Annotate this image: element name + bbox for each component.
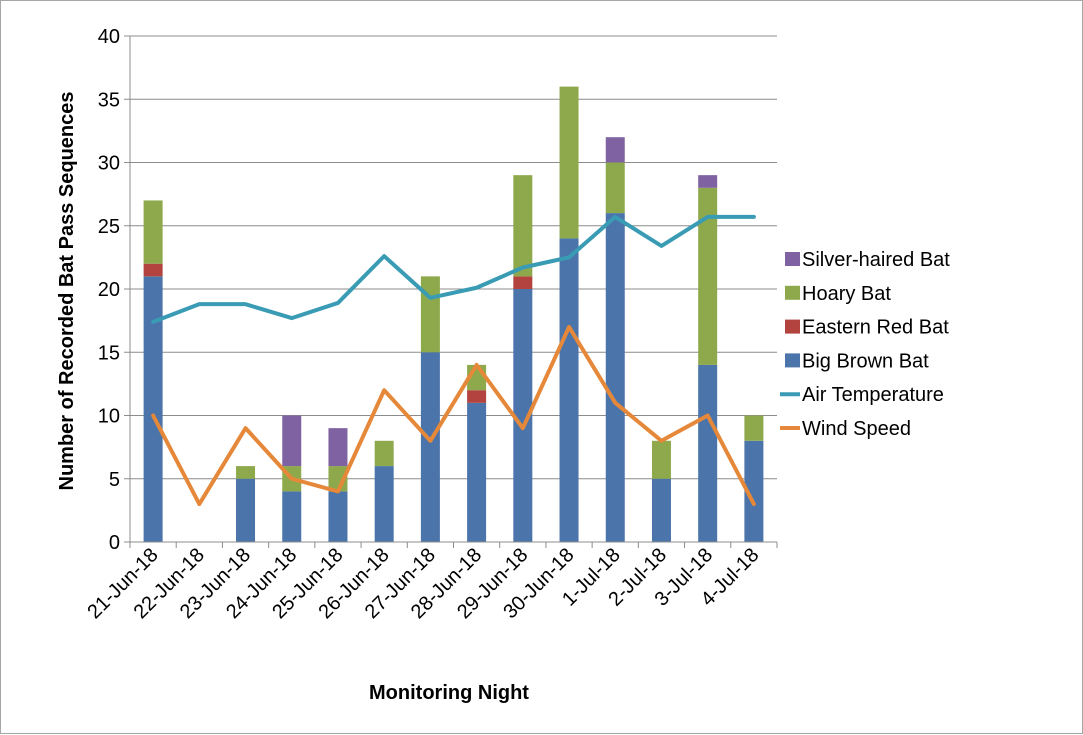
bar-silver-haired-bat-25-Jun-18 <box>328 428 348 467</box>
bar-big-brown-bat-2-Jul-18 <box>651 478 671 542</box>
legend-swatch-silver-haired-bat <box>785 252 800 266</box>
legend: Silver-haired Bat Hoary Bat Eastern Red Ba… <box>780 249 950 440</box>
bar-hoary-bat-3-Jul-18 <box>698 187 718 365</box>
bar-eastern-red-bat-28-Jun-18 <box>467 390 487 403</box>
y-tick-label-35: 35 <box>98 89 120 111</box>
legend-label-big-brown-bat: Big Brown Bat <box>802 350 929 372</box>
legend-label-silver-haired-bat: Silver-haired Bat <box>802 249 950 271</box>
bar-big-brown-bat-28-Jun-18 <box>467 402 487 542</box>
y-tick-label-30: 30 <box>98 153 120 175</box>
bar-big-brown-bat-26-Jun-18 <box>374 466 394 542</box>
y-tick-label-5: 5 <box>109 469 120 491</box>
legend-label-air-temperature: Air Temperature <box>802 384 944 406</box>
bar-hoary-bat-4-Jul-18 <box>744 415 764 441</box>
bar-hoary-bat-21-Jun-18 <box>143 200 163 264</box>
bar-big-brown-bat-24-Jun-18 <box>282 491 302 542</box>
bar-big-brown-bat-25-Jun-18 <box>328 491 348 542</box>
gridlines <box>130 35 777 480</box>
y-tick-label-20: 20 <box>98 279 120 301</box>
legend-label-eastern-red-bat: Eastern Red Bat <box>802 317 949 339</box>
legend-swatch-big-brown-bat <box>785 353 800 368</box>
bar-silver-haired-bat-24-Jun-18 <box>282 415 302 467</box>
bar-big-brown-bat-1-Jul-18 <box>605 213 625 542</box>
bar-big-brown-bat-30-Jun-18 <box>559 238 579 542</box>
bar-hoary-bat-26-Jun-18 <box>374 440 394 467</box>
line-wind-speed <box>151 324 756 507</box>
bar-silver-haired-bat-3-Jul-18 <box>698 175 718 188</box>
legend-label-hoary-bat: Hoary Bat <box>802 283 891 305</box>
bar-big-brown-bat-23-Jun-18 <box>236 478 256 542</box>
axes <box>124 35 778 548</box>
bar-hoary-bat-23-Jun-18 <box>236 466 256 479</box>
bar-big-brown-bat-3-Jul-18 <box>698 364 718 542</box>
y-axis-title: Number of Recorded Bat Pass Sequences <box>56 91 78 490</box>
bar-big-brown-bat-29-Jun-18 <box>513 289 533 542</box>
bar-hoary-bat-29-Jun-18 <box>513 175 533 277</box>
legend-label-wind-speed: Wind Speed <box>802 418 911 440</box>
bar-big-brown-bat-21-Jun-18 <box>143 276 163 542</box>
legend-swatch-hoary-bat <box>785 285 800 300</box>
y-tick-labels: 0 5 10 15 20 25 30 35 40 <box>98 26 120 554</box>
bars <box>143 86 764 542</box>
bar-eastern-red-bat-29-Jun-18 <box>513 276 533 289</box>
line-air-temperature <box>151 214 756 324</box>
x-tick-labels: 21-Jun-1822-Jun-1823-Jun-1824-Jun-1825-J… <box>83 544 763 623</box>
legend-swatch-eastern-red-bat <box>785 319 800 334</box>
y-tick-label-10: 10 <box>98 406 120 428</box>
bar-big-brown-bat-4-Jul-18 <box>744 440 764 542</box>
bar-hoary-bat-27-Jun-18 <box>420 276 440 353</box>
bar-hoary-bat-2-Jul-18 <box>651 440 671 479</box>
y-tick-label-0: 0 <box>109 532 120 554</box>
bar-silver-haired-bat-1-Jul-18 <box>605 137 625 163</box>
y-tick-label-25: 25 <box>98 216 120 238</box>
bar-big-brown-bat-27-Jun-18 <box>420 352 440 542</box>
x-axis-title: Monitoring Night <box>369 682 529 704</box>
bar-eastern-red-bat-21-Jun-18 <box>143 263 163 277</box>
y-tick-label-40: 40 <box>98 26 120 48</box>
y-tick-label-15: 15 <box>98 342 120 364</box>
bar-hoary-bat-30-Jun-18 <box>559 86 579 239</box>
line-series <box>151 214 756 507</box>
bar-hoary-bat-1-Jul-18 <box>605 162 625 214</box>
